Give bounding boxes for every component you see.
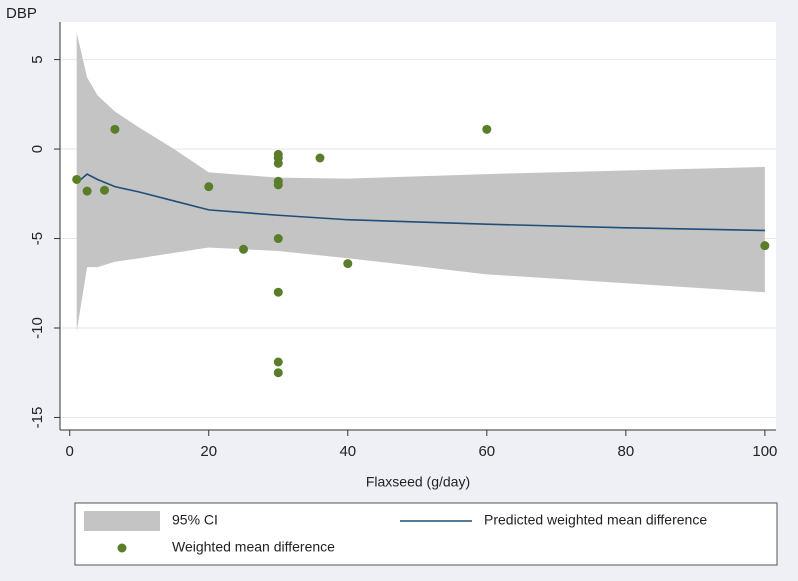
y-tick-label: -10 bbox=[29, 317, 46, 339]
data-point bbox=[273, 287, 283, 297]
data-point bbox=[82, 186, 92, 196]
x-tick-label: 80 bbox=[618, 443, 635, 460]
x-tick-label: 20 bbox=[200, 443, 217, 460]
legend-swatch bbox=[84, 511, 160, 531]
data-point bbox=[760, 241, 770, 251]
data-point bbox=[204, 182, 214, 192]
y-tick-label: 0 bbox=[29, 145, 46, 153]
x-tick-label: 100 bbox=[752, 443, 777, 460]
x-tick-label: 0 bbox=[66, 443, 74, 460]
prediction-line bbox=[76, 173, 765, 232]
y-axis-title: DBP bbox=[6, 5, 37, 22]
data-point bbox=[273, 357, 283, 367]
data-point bbox=[482, 124, 492, 134]
data-point bbox=[273, 368, 283, 378]
x-tick-label: 40 bbox=[339, 443, 356, 460]
data-point bbox=[343, 259, 353, 269]
data-point bbox=[273, 234, 283, 244]
data-point bbox=[273, 158, 283, 168]
legend-label: Weighted mean difference bbox=[172, 539, 335, 555]
data-point bbox=[72, 174, 82, 184]
data-point bbox=[110, 124, 120, 134]
data-point bbox=[99, 185, 109, 195]
y-tick-label: 5 bbox=[29, 55, 46, 63]
y-tick-label: -15 bbox=[29, 407, 46, 429]
legend-box bbox=[74, 502, 778, 566]
y-tick-label: -5 bbox=[29, 232, 46, 245]
data-point bbox=[273, 180, 283, 190]
x-tick-label: 60 bbox=[478, 443, 495, 460]
x-axis-title: Flaxseed (g/day) bbox=[366, 474, 470, 490]
legend-label: Predicted weighted mean difference bbox=[484, 512, 707, 528]
data-point bbox=[239, 244, 249, 254]
legend-swatch bbox=[117, 543, 127, 553]
ci-band bbox=[76, 32, 765, 332]
legend-label: 95% CI bbox=[172, 512, 218, 528]
data-point bbox=[315, 153, 325, 163]
